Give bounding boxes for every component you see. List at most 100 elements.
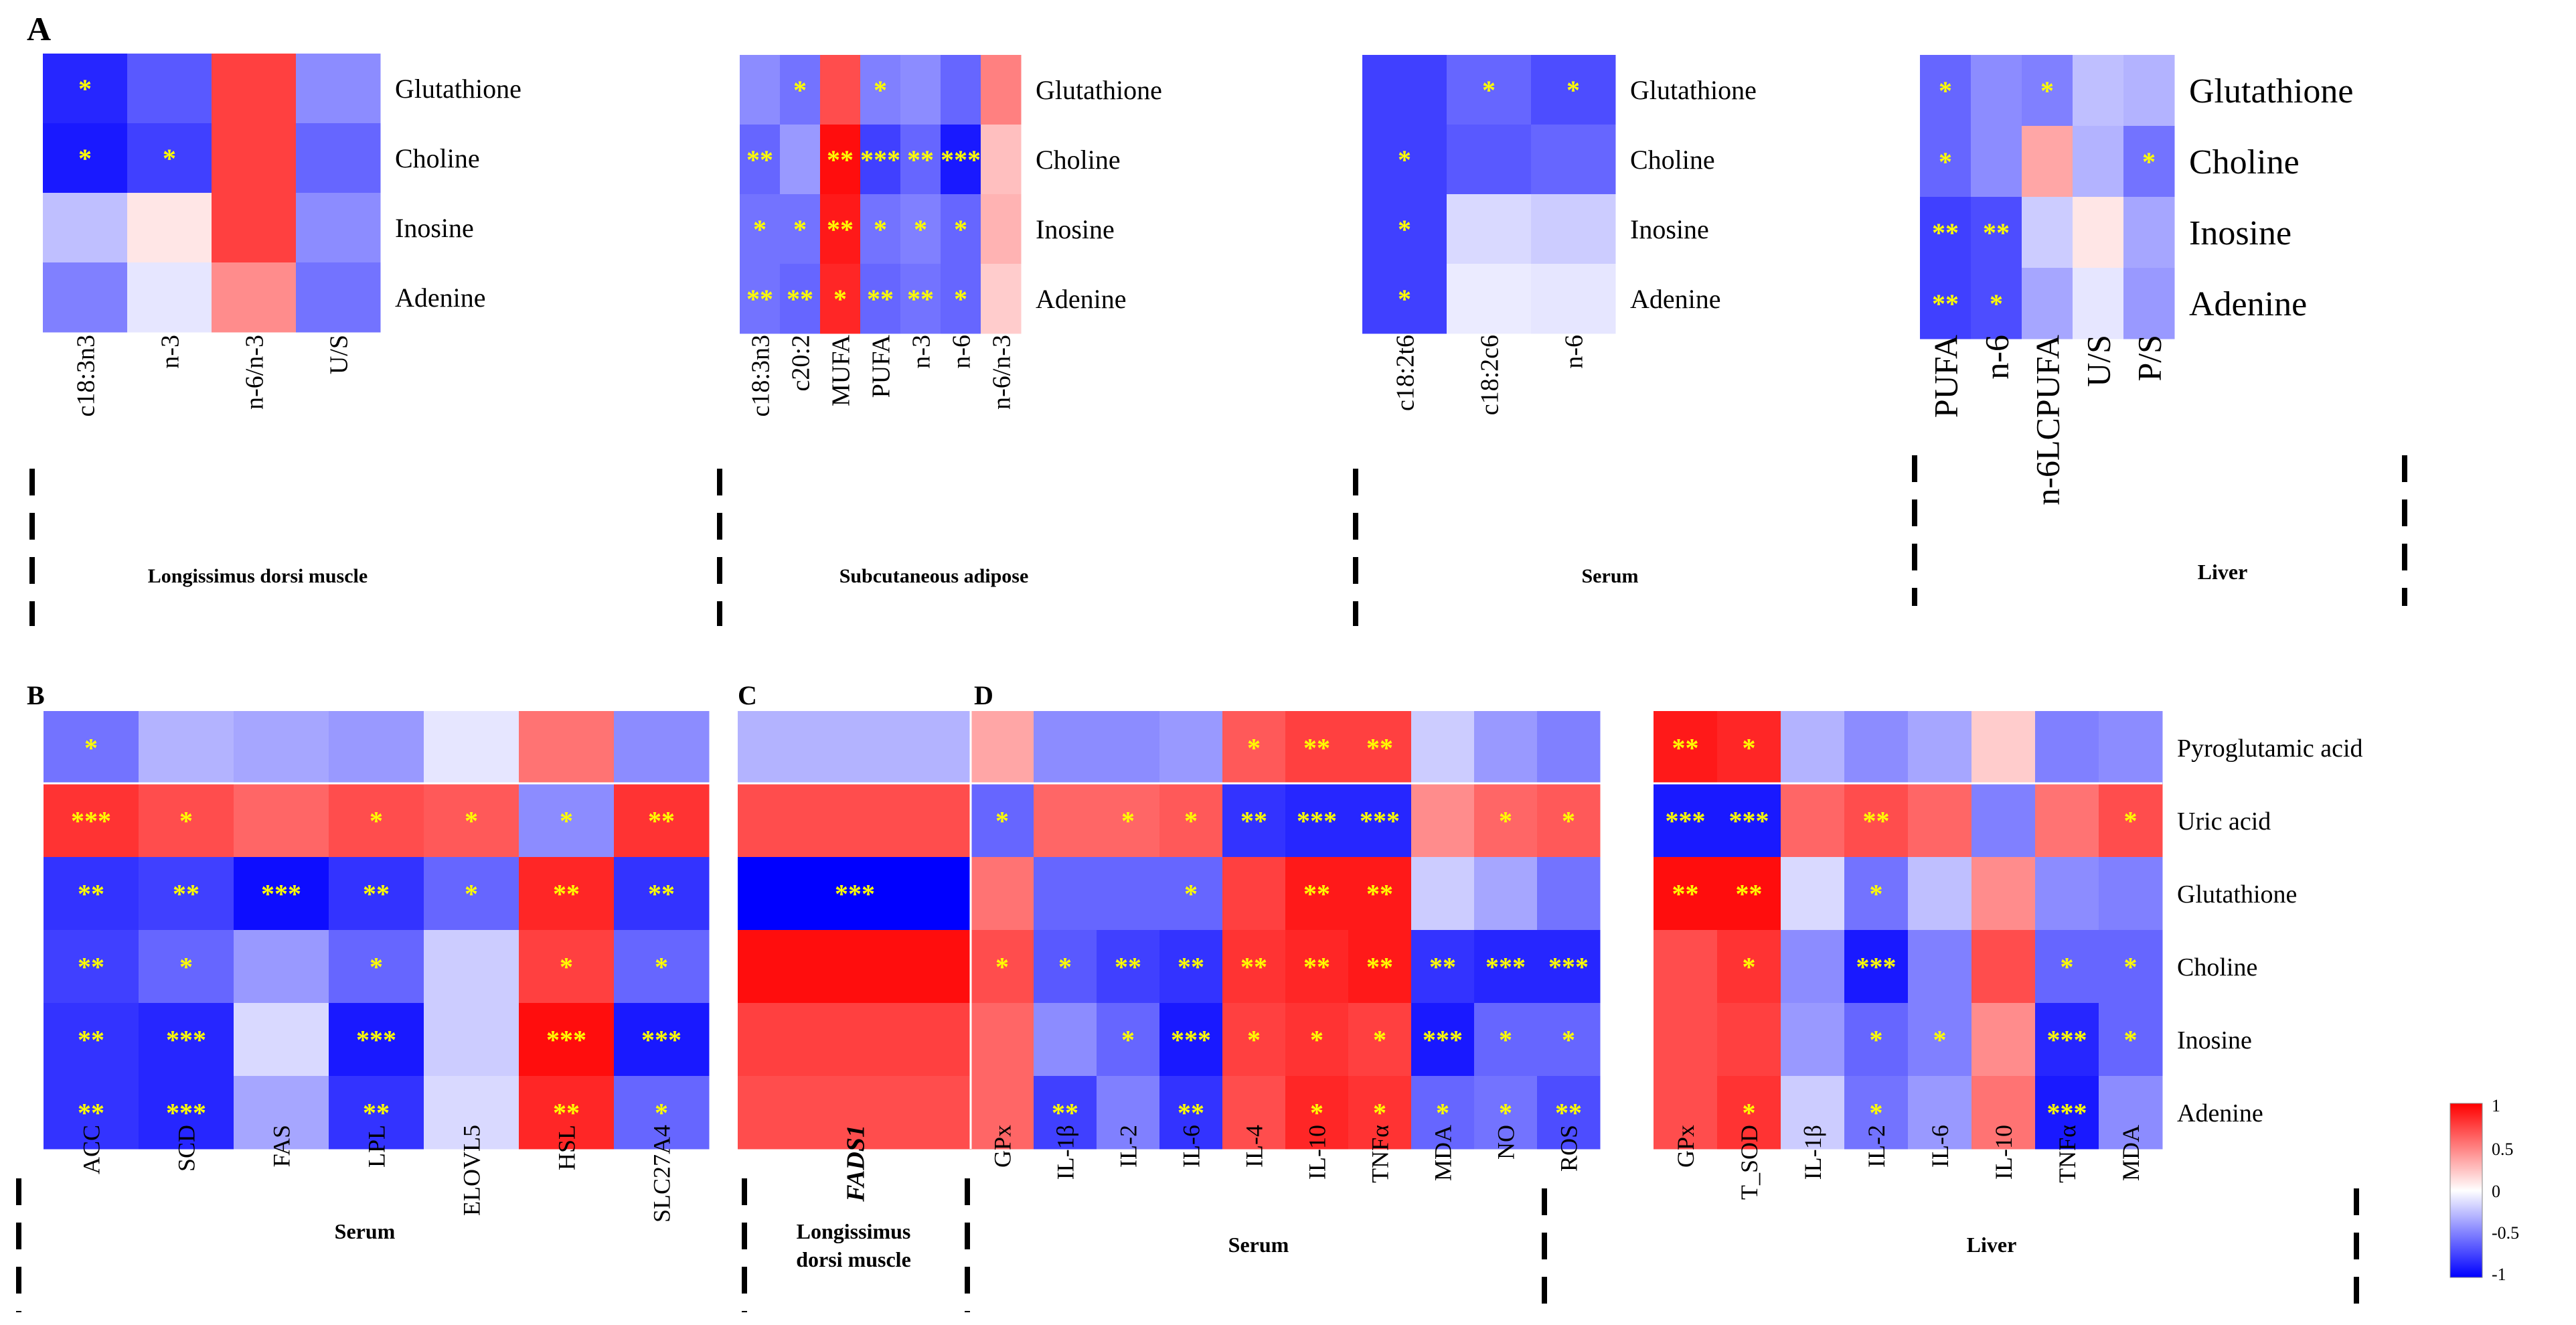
heatmap-cell xyxy=(941,194,981,264)
heatmap-cell xyxy=(424,930,519,1004)
heatmap-cell xyxy=(1411,711,1475,785)
heatmap-cell xyxy=(614,857,710,931)
significance-label: ** xyxy=(1366,952,1393,982)
heatmap-cell xyxy=(820,194,861,264)
heatmap-cell xyxy=(1971,711,2036,785)
significance-label: *** xyxy=(1729,806,1769,836)
heatmap-cell xyxy=(900,194,941,264)
heatmap-cell xyxy=(43,123,128,193)
column-label: NO xyxy=(1493,1125,1520,1160)
significance-label: *** xyxy=(941,145,981,175)
significance-label: ** xyxy=(907,284,934,314)
heatmap-cell xyxy=(1920,55,1971,127)
significance-label: * xyxy=(1398,284,1411,314)
heatmap-cell xyxy=(1844,1076,1909,1150)
heatmap-cell xyxy=(1348,857,1412,931)
heatmap-cell xyxy=(234,1003,329,1077)
heatmap-cell xyxy=(2123,197,2175,268)
significance-label: * xyxy=(954,214,967,244)
heatmap-a1: * * * Glutathione Choline Inosine Adenine c18:3… xyxy=(43,54,521,587)
heatmap-cell xyxy=(1971,857,2036,931)
heatmap-cell xyxy=(1537,784,1601,858)
significance-label: ** xyxy=(78,879,104,909)
heatmap-cell xyxy=(296,54,381,124)
heatmap-cell xyxy=(44,711,139,785)
significance-label: * xyxy=(163,143,176,173)
column-label: SLC27A4 xyxy=(649,1125,675,1223)
significance-label: ** xyxy=(1983,218,2010,248)
heatmap-cell xyxy=(329,711,424,785)
heatmap-cell xyxy=(981,125,1022,195)
significance-label: * xyxy=(1058,952,1072,982)
colorbar-tick-label: 0.5 xyxy=(2492,1140,2514,1159)
heatmap-cell xyxy=(740,55,781,125)
heatmap-cell xyxy=(941,125,981,195)
significance-label: ** xyxy=(907,145,934,175)
heatmap-cell xyxy=(296,193,381,263)
significance-label: ** xyxy=(1672,879,1699,909)
heatmap-cell xyxy=(1781,1003,1845,1077)
significance-label: * xyxy=(179,806,193,836)
significance-label: * xyxy=(1247,733,1261,763)
heatmap-cell xyxy=(519,1076,615,1150)
heatmap-cell xyxy=(127,262,212,333)
significance-label: ** xyxy=(363,1098,390,1128)
heatmap-cell xyxy=(2099,711,2163,785)
heatmap-cell xyxy=(2123,268,2175,339)
heatmap-cell xyxy=(780,194,821,264)
heatmap-cell xyxy=(981,194,1022,264)
heatmap-cell xyxy=(1920,268,1971,339)
heatmap-cell xyxy=(296,262,381,333)
column-label: SCD xyxy=(173,1125,200,1172)
significance-label: * xyxy=(1310,1025,1323,1055)
column-label: IL-1β xyxy=(1799,1125,1826,1180)
significance-label: * xyxy=(560,806,573,836)
significance-label: * xyxy=(753,214,767,244)
colorbar-tick-label: -0.5 xyxy=(2492,1223,2519,1243)
heatmap-cell xyxy=(1285,711,1349,785)
heatmap-cell xyxy=(424,1076,519,1150)
significance-label: ** xyxy=(746,145,773,175)
column-label: n-6/n-3 xyxy=(240,335,268,410)
heatmap-cell xyxy=(1285,1003,1349,1077)
heatmap-cell xyxy=(519,711,615,785)
heatmap-cell xyxy=(1920,126,1971,198)
heatmap-cell xyxy=(1411,784,1475,858)
column-label: ROS xyxy=(1556,1125,1583,1172)
row-label: Inosine xyxy=(395,213,474,243)
heatmap-cell xyxy=(971,784,1034,858)
heatmap-cell xyxy=(2022,268,2073,339)
row-label: Adenine xyxy=(1036,284,1127,314)
significance-label: *** xyxy=(166,1025,206,1055)
column-label: ACC xyxy=(78,1125,105,1174)
heatmap-cell xyxy=(329,857,424,931)
significance-label: ** xyxy=(1240,952,1267,982)
heatmap-cell xyxy=(738,930,973,1004)
column-label: ELOVL5 xyxy=(459,1125,485,1216)
significance-label: * xyxy=(874,214,887,244)
heatmap-cell xyxy=(234,930,329,1004)
heatmap-cell xyxy=(1097,784,1160,858)
significance-label: *** xyxy=(1485,952,1526,982)
heatmap-cell xyxy=(1717,1003,1781,1077)
significance-label: ** xyxy=(1429,952,1456,982)
heatmap-cell xyxy=(2073,197,2124,268)
significance-label: * xyxy=(1562,1025,1575,1055)
heatmap-cell xyxy=(1844,711,1909,785)
significance-label: *** xyxy=(546,1025,586,1055)
heatmap-cell xyxy=(1097,1003,1160,1077)
tissue-label: Subcutaneous adipose xyxy=(839,565,1029,587)
tissue-label: Liver xyxy=(2198,560,2248,584)
row-label: Adenine xyxy=(1630,284,1721,314)
significance-label: ** xyxy=(363,879,390,909)
column-label: IL-6 xyxy=(1927,1125,1953,1168)
heatmap-cell xyxy=(127,54,212,124)
heatmap-cell xyxy=(1348,1076,1412,1150)
significance-label: * xyxy=(1398,214,1411,244)
significance-label: * xyxy=(1310,1098,1323,1128)
heatmap-cell xyxy=(519,784,615,858)
heatmap-cell xyxy=(43,54,128,124)
column-label: IL-10 xyxy=(1304,1125,1331,1180)
heatmap-cell xyxy=(740,194,781,264)
significance-label: *** xyxy=(641,1025,681,1055)
